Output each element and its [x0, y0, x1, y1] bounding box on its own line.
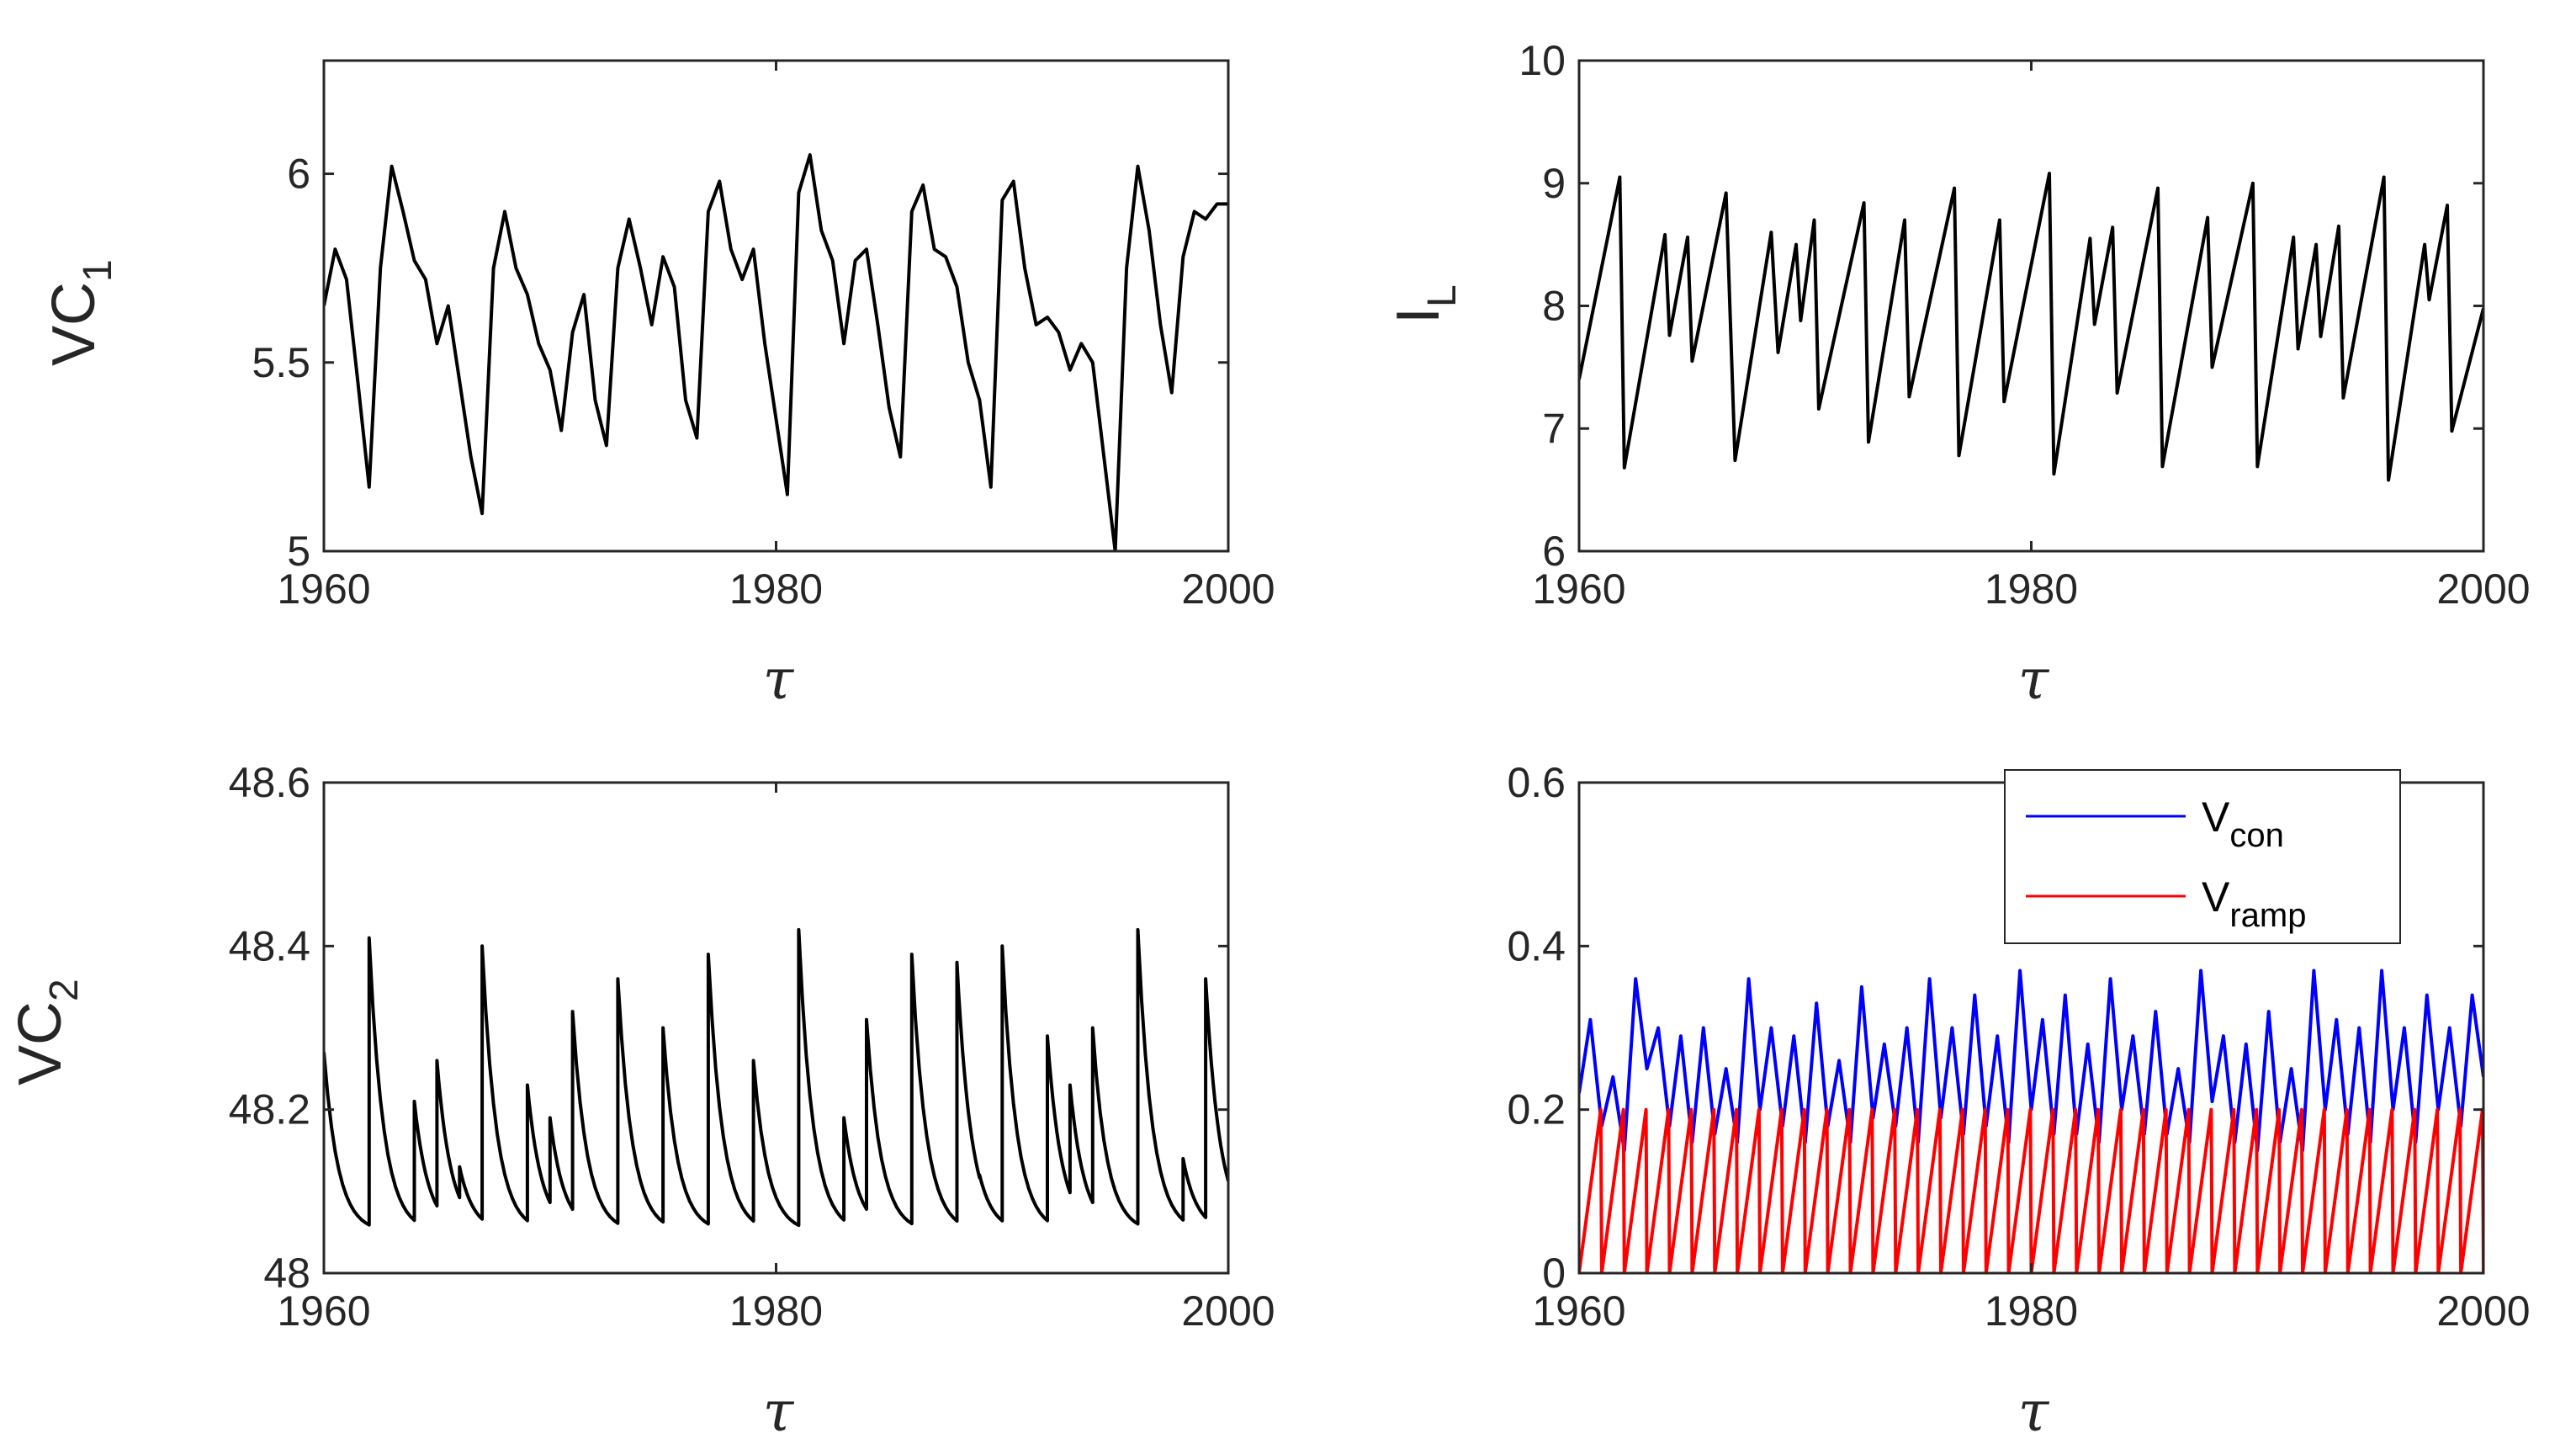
vcon-vramp-series-ramp: [1579, 1107, 2483, 1273]
vcon-vramp-ytick-label: 0.6: [1507, 759, 1566, 806]
il-ylabel: IL: [1385, 284, 1465, 324]
vcon-vramp-plot-area: [1579, 969, 2483, 1273]
panel-vcon-vramp: 0 0.2 0.4 0.6 1960 1980 2000 τ Vcon Vramp: [1507, 759, 2530, 1444]
il-xlabel: τ: [2018, 647, 2050, 712]
vc2-ytick-label: 48.2: [229, 1086, 310, 1133]
vcon-vramp-y-ticks: 0 0.2 0.4 0.6: [1507, 759, 2483, 1297]
vc1-xtick-label: 2000: [1181, 565, 1275, 613]
vcon-vramp-x-ticks: 1960 1980 2000: [1532, 783, 2531, 1335]
panel-vc2: 48 48.2 48.4 48.6 1960 1980 2000 VC2 τ: [7, 759, 1275, 1444]
vc2-ylabel: VC2: [7, 979, 87, 1085]
vc2-ytick-label: 48: [263, 1250, 310, 1297]
vc2-x-ticks: 1960 1980 2000: [277, 783, 1275, 1335]
legend-vcon-label: Vcon: [2202, 794, 2284, 854]
vc1-y-ticks: 55.56: [252, 151, 1228, 575]
vc2-xtick-label: 2000: [1181, 1287, 1275, 1335]
il-xtick-label: 2000: [2436, 565, 2530, 613]
vcon-vramp-ytick-label: 0: [1542, 1250, 1566, 1297]
vcon-vramp-xtick-label: 1960: [1532, 1287, 1625, 1335]
il-xtick-label: 1980: [1985, 565, 2078, 613]
il-ytick-label: 9: [1542, 160, 1566, 207]
vc2-ytick-label: 48.6: [229, 759, 310, 806]
vc2-y-ticks: 48 48.2 48.4 48.6: [229, 759, 1228, 1297]
il-xtick-label: 1960: [1532, 565, 1625, 613]
vc2-ytick-label: 48.4: [229, 922, 310, 969]
legend-vcon-main: V: [2202, 794, 2230, 841]
legend-vramp-sub: ramp: [2229, 897, 2306, 934]
il-ytick-label: 6: [1542, 528, 1566, 575]
vcon-vramp-ytick-label: 0.2: [1507, 1086, 1566, 1133]
vc1-series-line: [324, 153, 1228, 551]
vc2-xlabel: τ: [763, 1379, 795, 1444]
panel-il: 6 7 8 9 10 1960 1980 2000 IL τ: [1385, 37, 2531, 712]
vc1-ylabel-main: VC: [40, 282, 108, 366]
legend-box: [2004, 769, 2401, 944]
il-plot-area: [1579, 172, 2483, 482]
vc1-ytick-label: 6: [287, 151, 310, 198]
vc2-ylabel-main: VC: [7, 1001, 74, 1085]
legend: Vcon Vramp: [2004, 769, 2401, 944]
vc1-x-ticks: 1960 1980 2000: [277, 61, 1275, 613]
legend-vcon-sub: con: [2229, 817, 2284, 854]
vcon-vramp-ytick-label: 0.4: [1507, 922, 1566, 969]
il-y-ticks: 6 7 8 9 10: [1519, 37, 2483, 575]
vc1-ytick-label: 5: [287, 528, 310, 575]
vc1-ylabel-sub: 1: [76, 259, 120, 282]
vc2-ylabel-sub: 2: [42, 979, 87, 1001]
vc1-ylabel: VC1: [40, 259, 120, 366]
il-ylabel-sub: L: [1420, 284, 1465, 307]
il-ytick-label: 10: [1519, 37, 1566, 84]
il-x-ticks: 1960 1980 2000: [1532, 61, 2531, 613]
il-ytick-label: 7: [1542, 405, 1566, 452]
vcon-vramp-xlabel: τ: [2018, 1379, 2050, 1444]
vc1-xtick-label: 1960: [277, 565, 370, 613]
vc1-xtick-label: 1980: [729, 565, 823, 613]
vc2-xtick-label: 1980: [729, 1287, 823, 1335]
legend-vramp-label: Vramp: [2202, 873, 2307, 934]
vc2-xtick-label: 1960: [277, 1287, 370, 1335]
il-ytick-label: 8: [1542, 283, 1566, 330]
vc1-xlabel: τ: [763, 647, 795, 712]
vc1-ytick-label: 5.5: [252, 339, 310, 386]
vc1-plot-area: [324, 153, 1228, 551]
vc2-plot-area: [324, 927, 1228, 1228]
vcon-vramp-xtick-label: 1980: [1985, 1287, 2078, 1335]
il-series-line: [1579, 172, 2483, 482]
vc2-series-line: [324, 927, 1228, 1228]
legend-vramp-main: V: [2202, 873, 2230, 921]
panel-vc1: 55.56 1960 1980 2000 VC1 τ: [40, 59, 1275, 712]
il-ylabel-main: I: [1385, 307, 1452, 324]
vcon-vramp-xtick-label: 2000: [2436, 1287, 2530, 1335]
